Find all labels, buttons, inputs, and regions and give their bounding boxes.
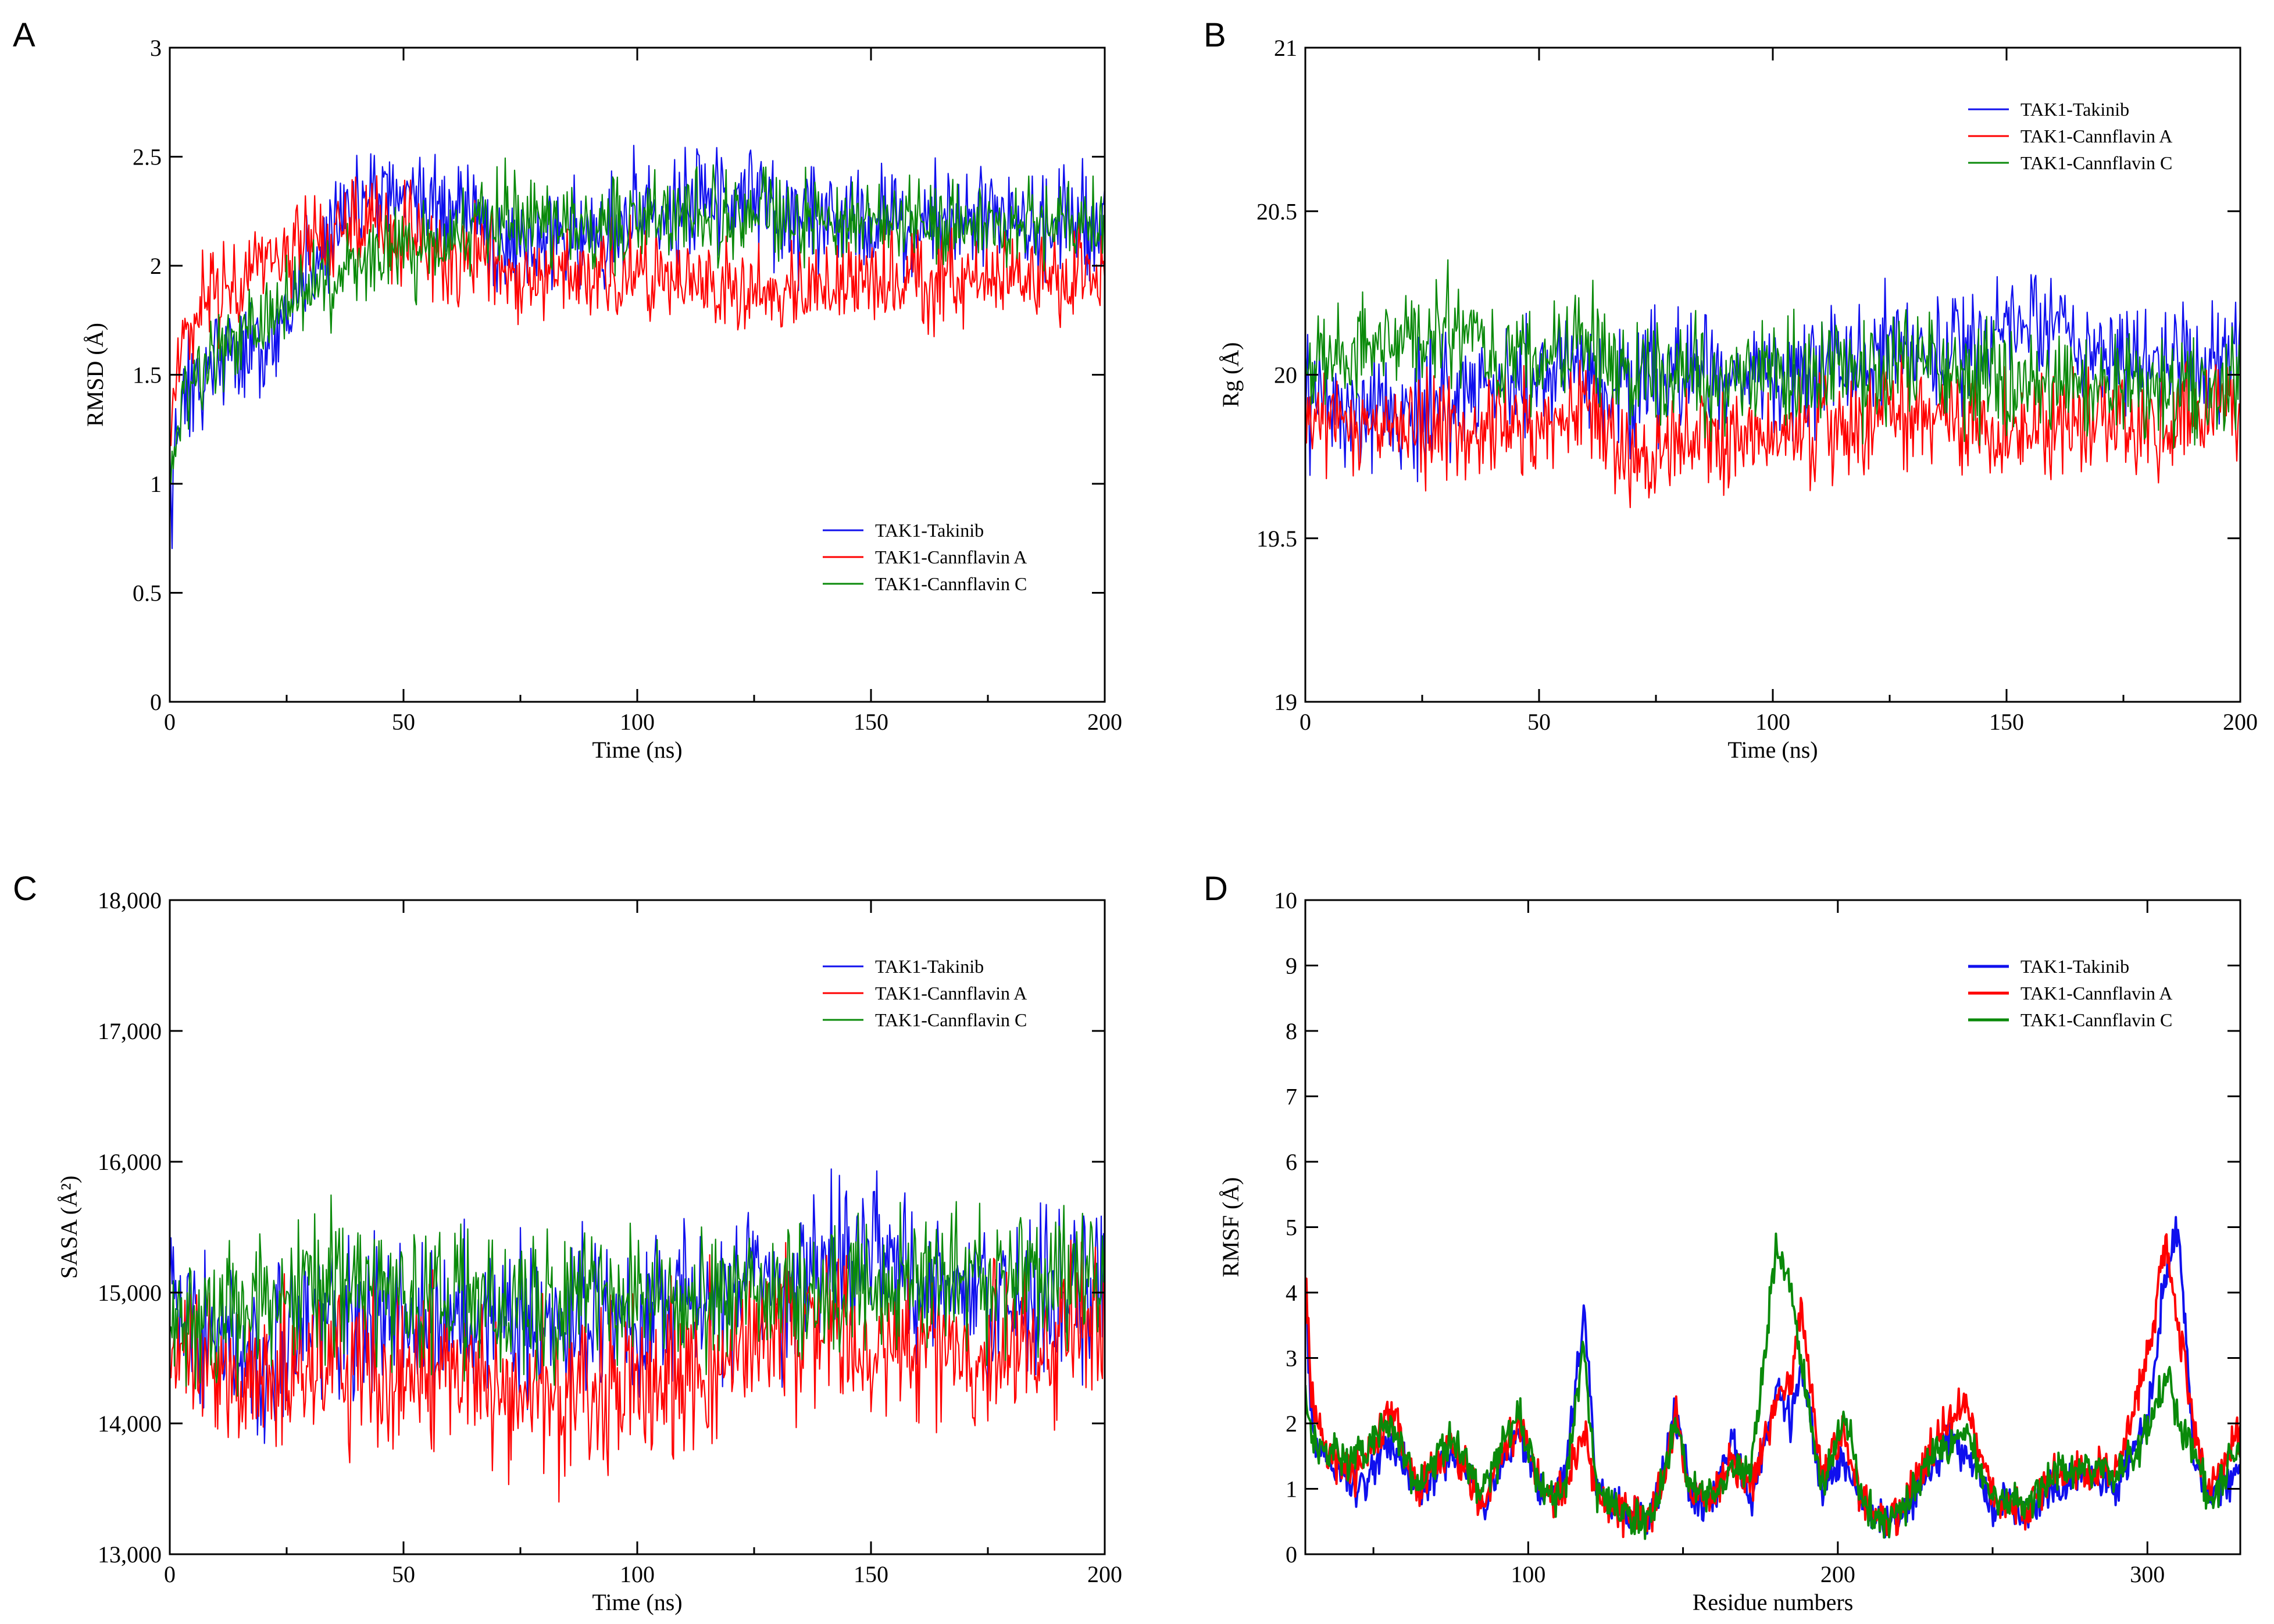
y-tick-label: 15,000 [98, 1280, 162, 1306]
x-axis-title: Residue numbers [1693, 1589, 1854, 1615]
y-tick-label: 1 [150, 471, 162, 497]
x-tick-label: 150 [854, 709, 888, 735]
plot-area [170, 145, 1105, 549]
y-tick-label: 19.5 [1256, 526, 1297, 552]
legend-label: TAK1-Cannflavin A [2020, 126, 2172, 147]
y-tick-label: 3 [1286, 1345, 1297, 1372]
x-tick-label: 100 [620, 1561, 655, 1587]
y-tick-label: 16,000 [98, 1149, 162, 1175]
legend-label: TAK1-Cannflavin A [2020, 983, 2172, 1004]
legend-label: TAK1-Cannflavin C [875, 1009, 1027, 1030]
legend-label: TAK1-Cannflavin A [875, 547, 1027, 567]
y-tick-label: 6 [1286, 1149, 1297, 1175]
y-tick-label: 3 [150, 35, 162, 61]
legend-label: TAK1-Takinib [875, 520, 984, 541]
x-tick-label: 100 [620, 709, 655, 735]
x-tick-label: 0 [1300, 709, 1311, 735]
y-tick-label: 9 [1286, 953, 1297, 979]
legend-label: TAK1-Takinib [2020, 956, 2129, 977]
x-tick-label: 100 [1755, 709, 1790, 735]
x-tick-label: 150 [1989, 709, 2024, 735]
plot-area [1305, 1216, 2240, 1540]
x-tick-label: 200 [1820, 1561, 1855, 1587]
panel-letter: A [13, 16, 35, 54]
plot-area [1305, 259, 2240, 508]
panel-letter: D [1204, 870, 1228, 908]
y-tick-label: 18,000 [98, 887, 162, 913]
y-tick-label: 1 [1286, 1476, 1297, 1502]
y-tick-label: 7 [1286, 1084, 1297, 1110]
legend-label: TAK1-Cannflavin C [2020, 152, 2172, 173]
y-tick-label: 10 [1274, 887, 1297, 913]
y-tick-label: 14,000 [98, 1411, 162, 1437]
x-tick-label: 0 [164, 1561, 176, 1587]
y-tick-label: 21 [1274, 35, 1297, 61]
y-tick-label: 1.5 [133, 362, 162, 388]
x-tick-label: 100 [1511, 1561, 1545, 1587]
y-tick-label: 4 [1286, 1280, 1297, 1306]
y-tick-label: 8 [1286, 1018, 1297, 1044]
y-axis-title: RMSD (Å) [82, 323, 108, 427]
series-line-tak1-cannflavin-c [1305, 259, 2240, 449]
y-axis-title: Rg (Å) [1218, 342, 1244, 407]
y-tick-label: 19 [1274, 689, 1297, 715]
y-tick-label: 2 [1286, 1411, 1297, 1437]
y-tick-label: 0.5 [133, 580, 162, 606]
x-tick-label: 50 [1527, 709, 1551, 735]
x-tick-label: 0 [164, 709, 176, 735]
y-tick-label: 2.5 [133, 144, 162, 170]
y-tick-label: 0 [1286, 1541, 1297, 1568]
panel-D: D 100 200 300 0 1 2 3 4 5 6 7 8 9 10 Residue numbers RMS… [1204, 870, 2241, 1615]
y-tick-label: 2 [150, 253, 162, 279]
x-axis-title: Time (ns) [592, 1589, 682, 1615]
x-tick-label: 300 [2130, 1561, 2165, 1587]
x-tick-label: 150 [854, 1561, 888, 1587]
panel-letter: C [13, 870, 37, 908]
legend-label: TAK1-Cannflavin C [875, 573, 1027, 594]
series-line-tak1-cannflavin-a [170, 1239, 1105, 1503]
legend-label: TAK1-Takinib [2020, 99, 2129, 120]
y-tick-label: 5 [1286, 1215, 1297, 1241]
y-tick-label: 20.5 [1256, 198, 1297, 224]
panel-B: B 0 50 100 150 200 19 19.5 20 20.5 21 Time (ns) Rg (… [1204, 16, 2258, 763]
x-axis-title: Time (ns) [1727, 737, 1818, 763]
y-tick-label: 0 [150, 689, 162, 715]
x-axis-title: Time (ns) [592, 737, 682, 763]
y-tick-label: 20 [1274, 362, 1297, 388]
legend-label: TAK1-Cannflavin A [875, 983, 1027, 1004]
x-tick-label: 200 [1087, 709, 1122, 735]
x-tick-label: 50 [392, 1561, 415, 1587]
panel-A: A 0 50 100 150 200 0 0.5 1 1.5 2 2.5 3 Time (ns) RMSD … [13, 16, 1122, 763]
y-tick-label: 17,000 [98, 1018, 162, 1044]
legend-label: TAK1-Takinib [875, 956, 984, 977]
y-tick-label: 13,000 [98, 1541, 162, 1568]
y-axis-title: SASA (Å²) [56, 1176, 82, 1279]
series-line-tak1-cannflavin-c [1305, 1232, 2240, 1540]
x-tick-label: 200 [2223, 709, 2258, 735]
series-line-tak1-cannflavin-c [170, 157, 1105, 485]
x-tick-label: 50 [392, 709, 415, 735]
series-line-tak1-cannflavin-a [1305, 1233, 2240, 1539]
plot-area [170, 1168, 1105, 1503]
panel-C: C 0 50 100 150 200 13,000 14,000 15,000 16,000 17,… [13, 870, 1122, 1615]
y-axis-title: RMSF (Å) [1218, 1177, 1244, 1277]
panel-letter: B [1204, 16, 1226, 54]
x-tick-label: 200 [1087, 1561, 1122, 1587]
legend-label: TAK1-Cannflavin C [2020, 1009, 2172, 1030]
series-line-tak1-cannflavin-c [170, 1194, 1105, 1397]
